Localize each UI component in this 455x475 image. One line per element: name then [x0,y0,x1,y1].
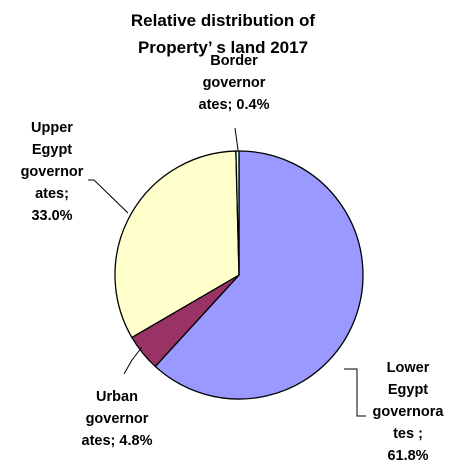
leader-line-lower-egypt [344,368,366,417]
slice-label-border-governorates-line-2: governor [203,75,266,91]
slice-label-border-governorates-line-3: ates; 0.4% [199,97,270,113]
leader-line-upper-egypt [88,179,129,214]
slice-label-urban-governorates-line-3: ates; 4.8% [82,433,153,449]
chart-title-line-2: Property’ s land 2017 [138,38,308,57]
slice-label-lower-egypt-governorates-line-5: 61.8% [387,448,428,464]
leader-line-urban [123,346,143,375]
slice-label-upper-egypt-governorates-line-2: Egypt [32,142,72,158]
pie-slice-border-governorates [235,150,240,276]
slice-label-border-governorates-line-1: Border [210,53,258,69]
slice-labels: Lower Egypt governora tes ; 61.8% Urban govern… [21,53,445,464]
pie-slice-lower-egypt-governorates [154,150,364,400]
slice-label-urban-governorates-line-2: governor [86,411,149,427]
chart-title-line-1: Relative distribution of [131,11,316,30]
slice-label-upper-egypt-governorates-line-3: governor [21,164,84,180]
pie-slices [114,150,364,400]
slice-label-lower-egypt-governorates-line-2: Egypt [388,382,428,398]
slice-label-upper-egypt-governorates-line-1: Upper [31,120,73,136]
slice-label-upper-egypt-governorates-line-4: ates; [35,186,69,202]
slice-label-lower-egypt-governorates-line-3: governora [373,404,445,420]
label-leader-lines [88,127,366,417]
slice-label-urban-governorates-line-1: Urban [96,389,138,405]
slice-label-lower-egypt-governorates-line-4: tes ; [393,426,423,442]
slice-label-lower-egypt-governorates-line-1: Lower [387,360,430,376]
pie-slice-upper-egypt-governorates [114,150,240,339]
leader-line-border [234,127,239,151]
slice-label-upper-egypt-governorates-line-5: 33.0% [31,208,72,224]
